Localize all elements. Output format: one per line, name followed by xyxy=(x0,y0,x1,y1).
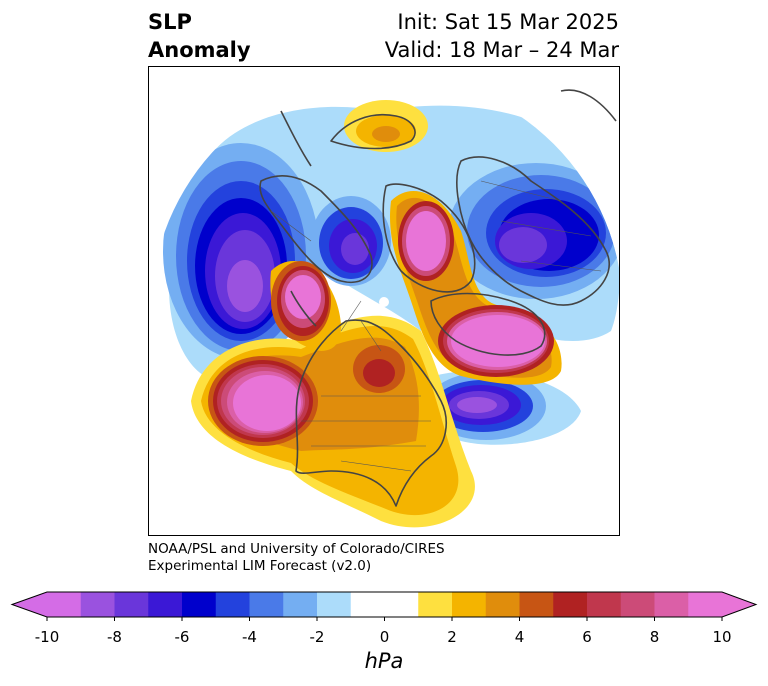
colorbar-segment xyxy=(452,592,487,617)
colorbar-segment xyxy=(587,592,622,617)
arctic-ridge xyxy=(344,100,428,152)
north-america-high xyxy=(191,315,475,528)
colorbar-segment xyxy=(317,592,352,617)
colorbar-segment xyxy=(688,592,723,617)
init-date: Init: Sat 15 Mar 2025 xyxy=(397,10,619,34)
colorbar xyxy=(10,591,758,621)
colorbar-extend-max xyxy=(722,592,756,617)
colorbar-segment xyxy=(80,592,115,617)
colorbar-tick-label: 6 xyxy=(582,628,592,646)
coastlines xyxy=(259,89,617,507)
anomaly-map xyxy=(148,66,620,536)
colorbar-segment xyxy=(654,592,689,617)
credit-text: NOAA/PSL and University of Colorado/CIRE… xyxy=(148,541,445,575)
greenland-high xyxy=(390,191,562,385)
colorbar-segment xyxy=(148,592,183,617)
colorbar-tick-label: 0 xyxy=(379,628,390,646)
political-borders xyxy=(270,180,602,472)
colorbar-segment xyxy=(283,592,318,617)
eurasian-low xyxy=(448,163,619,299)
colorbar-segment xyxy=(384,592,419,617)
north-pole-marker xyxy=(379,297,389,307)
colorbar-segment xyxy=(418,592,453,617)
atlantic-low xyxy=(426,372,546,440)
colorbar-tick-label: -10 xyxy=(34,628,60,646)
map-title-variable: SLP Anomaly xyxy=(148,8,251,64)
colorbar-segment xyxy=(620,592,655,617)
colorbar-tick-label: 10 xyxy=(712,628,732,646)
colorbar-segment xyxy=(47,592,82,617)
colorbar-tick-label: -2 xyxy=(309,628,325,646)
title-variable-line1: SLP xyxy=(148,10,192,34)
colorbar-tick-label: 8 xyxy=(649,628,660,646)
anomaly-fill-layer xyxy=(163,100,619,528)
colorbar-tick-label: -6 xyxy=(174,628,190,646)
colorbar-segment xyxy=(350,592,385,617)
colorbar-tick-label: 2 xyxy=(447,628,457,646)
colorbar-ticks: -10 -8 -6 -4 -2 0 2 4 6 8 10 xyxy=(0,626,768,648)
siberian-low xyxy=(311,196,391,286)
credit-line1: NOAA/PSL and University of Colorado/CIRE… xyxy=(148,541,445,557)
colorbar-units: hPa xyxy=(364,649,404,673)
colorbar-tick-label: 4 xyxy=(514,628,525,646)
credit-line2: Experimental LIM Forecast (v2.0) xyxy=(148,558,372,574)
colorbar-segment xyxy=(485,592,520,617)
colorbar-segment xyxy=(215,592,250,617)
map-title-dates: Init: Sat 15 Mar 2025 Valid: 18 Mar – 24… xyxy=(385,8,619,64)
title-variable-line2: Anomaly xyxy=(148,38,251,62)
colorbar-segment xyxy=(553,592,588,617)
valid-dates: Valid: 18 Mar – 24 Mar xyxy=(384,38,619,62)
alaska-high xyxy=(270,261,341,351)
colorbar-segment xyxy=(182,592,217,617)
colorbar-segment xyxy=(114,592,149,617)
colorbar-segment xyxy=(519,592,554,617)
colorbar-segment xyxy=(249,592,284,617)
anomaly-map-canvas xyxy=(163,89,619,528)
colorbar-extend-min xyxy=(12,592,47,617)
colorbar-tick-label: -8 xyxy=(107,628,122,646)
colorbar-tick-label: -4 xyxy=(242,628,257,646)
